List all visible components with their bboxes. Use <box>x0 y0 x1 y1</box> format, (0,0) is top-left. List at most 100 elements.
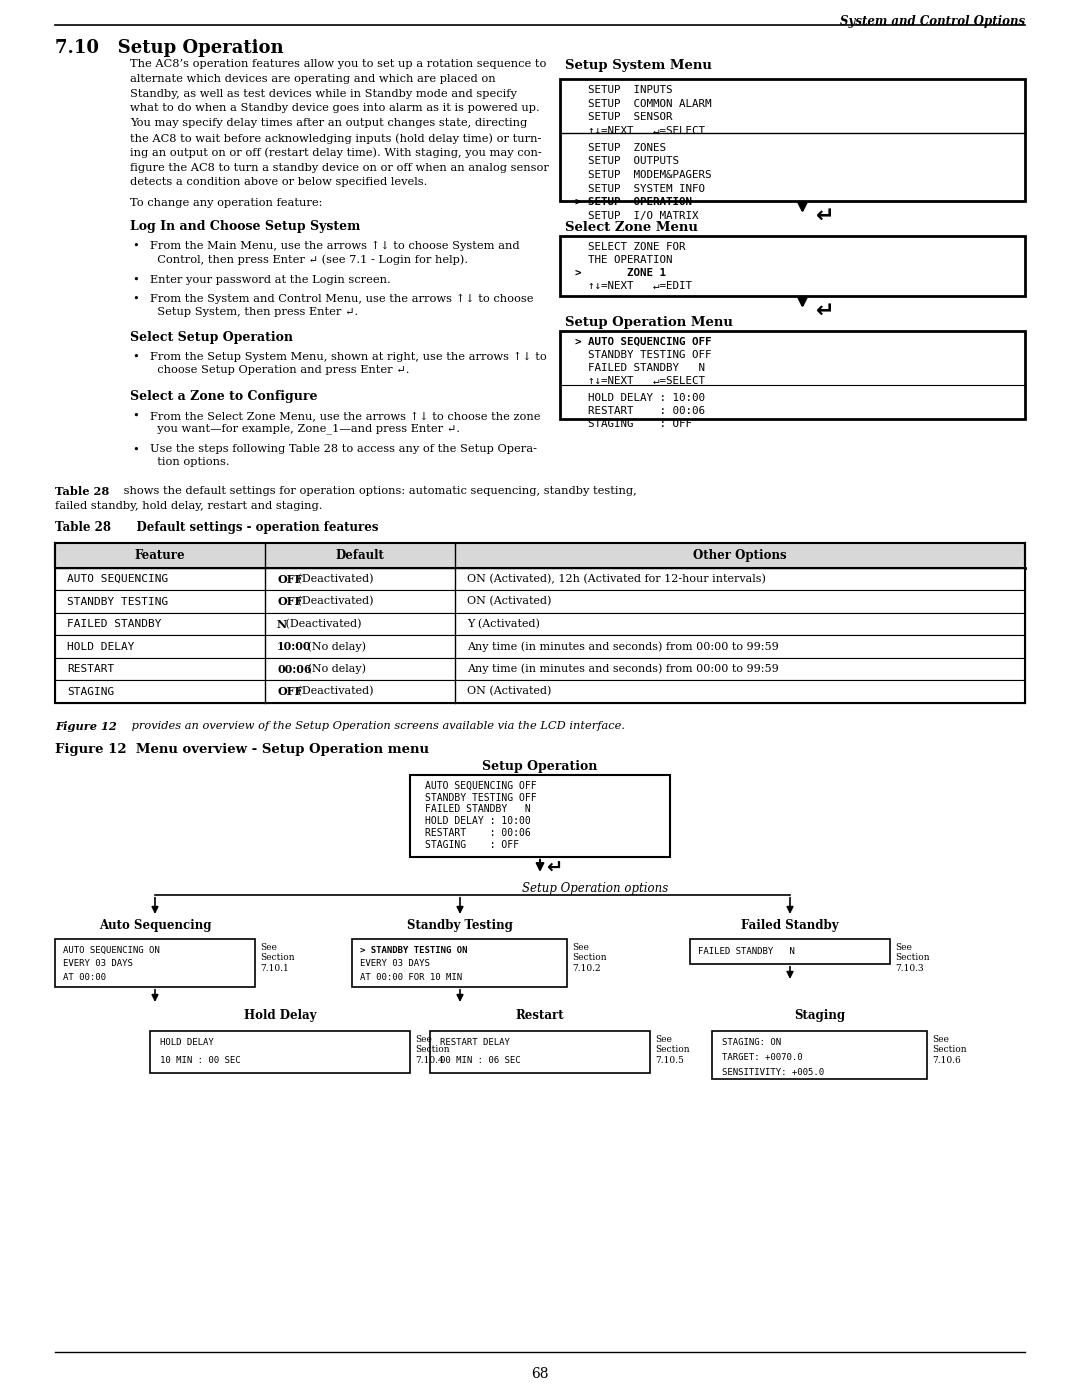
Text: Use the steps following Table 28 to access any of the Setup Opera-
  tion option: Use the steps following Table 28 to acce… <box>150 444 537 467</box>
Bar <box>55 543 1025 567</box>
Text: EVERY 03 DAYS: EVERY 03 DAYS <box>361 960 430 968</box>
Text: HOLD DELAY: HOLD DELAY <box>67 641 135 651</box>
Text: RESTART: RESTART <box>67 664 114 673</box>
Text: 00:06: 00:06 <box>276 664 312 675</box>
Text: 10:00: 10:00 <box>276 641 311 652</box>
Text: OFF: OFF <box>276 574 302 584</box>
Text: SETUP  SENSOR: SETUP SENSOR <box>575 112 673 122</box>
Text: (Deactivated): (Deactivated) <box>294 686 373 697</box>
Text: 7.10   Setup Operation: 7.10 Setup Operation <box>55 39 284 57</box>
Text: Default: Default <box>336 549 384 562</box>
Text: > AUTO SEQUENCING OFF: > AUTO SEQUENCING OFF <box>575 337 712 346</box>
Text: See
Section
7.10.1: See Section 7.10.1 <box>260 943 295 972</box>
Text: SENSITIVITY: +005.0: SENSITIVITY: +005.0 <box>723 1067 825 1077</box>
Text: failed standby, hold delay, restart and staging.: failed standby, hold delay, restart and … <box>55 500 323 511</box>
Text: ON (Activated): ON (Activated) <box>467 597 552 606</box>
Text: STAGING: ON: STAGING: ON <box>723 1038 782 1046</box>
Text: (No delay): (No delay) <box>305 641 366 652</box>
Text: Select Setup Operation: Select Setup Operation <box>130 331 293 344</box>
Text: > STANDBY TESTING ON: > STANDBY TESTING ON <box>361 946 468 954</box>
Text: Setup System Menu: Setup System Menu <box>565 59 712 73</box>
Text: STAGING    : OFF: STAGING : OFF <box>426 840 519 849</box>
Text: (No delay): (No delay) <box>305 664 366 675</box>
Text: Restart: Restart <box>515 1009 565 1021</box>
Bar <box>55 939 255 986</box>
Text: alternate which devices are operating and which are placed on: alternate which devices are operating an… <box>130 74 496 84</box>
Text: FAILED STANDBY: FAILED STANDBY <box>67 619 162 629</box>
Text: Standby Testing: Standby Testing <box>407 919 513 932</box>
Text: Hold Delay: Hold Delay <box>244 1009 316 1021</box>
Text: AUTO SEQUENCING OFF: AUTO SEQUENCING OFF <box>426 781 537 791</box>
Bar <box>150 1031 410 1073</box>
Text: ↑↓=NEXT   ↵=EDIT: ↑↓=NEXT ↵=EDIT <box>575 281 692 291</box>
Text: •: • <box>132 275 138 285</box>
Text: SETUP  ZONES: SETUP ZONES <box>575 142 666 154</box>
Text: Y (Activated): Y (Activated) <box>467 619 540 629</box>
Bar <box>55 591 1025 613</box>
Text: HOLD DELAY : 10:00: HOLD DELAY : 10:00 <box>575 393 705 402</box>
Text: THE OPERATION: THE OPERATION <box>575 256 673 265</box>
Text: RESTART    : 00:06: RESTART : 00:06 <box>426 828 530 838</box>
Text: •: • <box>132 352 138 362</box>
Text: See
Section
7.10.2: See Section 7.10.2 <box>572 943 607 972</box>
Text: N: N <box>276 619 287 630</box>
Text: (Deactivated): (Deactivated) <box>294 574 373 584</box>
Text: shows the default settings for operation options: automatic sequencing, standby : shows the default settings for operation… <box>120 486 637 496</box>
Text: AUTO SEQUENCING: AUTO SEQUENCING <box>67 574 168 584</box>
Text: EVERY 03 DAYS: EVERY 03 DAYS <box>63 960 133 968</box>
Text: You may specify delay times after an output changes state, directing: You may specify delay times after an out… <box>130 119 527 129</box>
Text: ↑↓=NEXT   ↵=SELECT: ↑↓=NEXT ↵=SELECT <box>575 126 705 136</box>
Text: Select Zone Menu: Select Zone Menu <box>565 221 698 235</box>
Text: FAILED STANDBY   N: FAILED STANDBY N <box>575 363 705 373</box>
Text: 00 MIN : 06 SEC: 00 MIN : 06 SEC <box>440 1056 521 1065</box>
Text: Setup Operation Menu: Setup Operation Menu <box>565 316 733 330</box>
Text: From the System and Control Menu, use the arrows ↑↓ to choose
  Setup System, th: From the System and Control Menu, use th… <box>150 293 534 317</box>
Text: Table 28: Table 28 <box>55 486 109 497</box>
Text: FAILED STANDBY   N: FAILED STANDBY N <box>698 947 795 956</box>
Text: ON (Activated), 12h (Activated for 12-hour intervals): ON (Activated), 12h (Activated for 12-ho… <box>467 574 766 584</box>
Text: Failed Standby: Failed Standby <box>741 919 839 932</box>
Bar <box>713 1031 928 1078</box>
Text: 10 MIN : 00 SEC: 10 MIN : 00 SEC <box>160 1056 241 1065</box>
Text: Setup Operation options: Setup Operation options <box>522 882 669 895</box>
Bar <box>561 236 1025 296</box>
Text: OFF: OFF <box>276 597 302 608</box>
Bar <box>55 567 1025 591</box>
Text: 68: 68 <box>531 1368 549 1382</box>
Text: •: • <box>132 444 138 454</box>
Text: Figure 12: Figure 12 <box>55 721 117 732</box>
Text: ↵: ↵ <box>815 205 834 226</box>
Text: The AC8’s operation features allow you to set up a rotation sequence to: The AC8’s operation features allow you t… <box>130 59 546 68</box>
Text: Setup Operation: Setup Operation <box>483 760 597 773</box>
Text: ↑↓=NEXT   ↵=SELECT: ↑↓=NEXT ↵=SELECT <box>575 376 705 386</box>
Text: detects a condition above or below specified levels.: detects a condition above or below speci… <box>130 177 428 187</box>
Text: RESTART    : 00:06: RESTART : 00:06 <box>575 407 705 416</box>
Text: STANDBY TESTING OFF: STANDBY TESTING OFF <box>575 351 712 360</box>
Text: STAGING    : OFF: STAGING : OFF <box>575 419 692 429</box>
Text: ing an output on or off (restart delay time). With staging, you may con-: ing an output on or off (restart delay t… <box>130 148 542 158</box>
Bar <box>352 939 567 986</box>
Text: Staging: Staging <box>795 1009 846 1021</box>
Text: RESTART DELAY: RESTART DELAY <box>440 1038 510 1046</box>
Text: ON (Activated): ON (Activated) <box>467 686 552 697</box>
Text: SETUP  I/O MATRIX: SETUP I/O MATRIX <box>575 211 699 221</box>
Text: From the Setup System Menu, shown at right, use the arrows ↑↓ to
  choose Setup : From the Setup System Menu, shown at rig… <box>150 352 546 376</box>
Text: >       ZONE 1: > ZONE 1 <box>575 268 666 278</box>
Text: AT 00:00 FOR 10 MIN: AT 00:00 FOR 10 MIN <box>361 972 462 982</box>
Text: ↵: ↵ <box>546 859 563 877</box>
Bar <box>55 680 1025 703</box>
Text: FAILED STANDBY   N: FAILED STANDBY N <box>426 805 530 814</box>
Text: SETUP  MODEM&PAGERS: SETUP MODEM&PAGERS <box>575 170 712 180</box>
Text: Enter your password at the Login screen.: Enter your password at the Login screen. <box>150 275 391 285</box>
Text: the AC8 to wait before acknowledging inputs (hold delay time) or turn-: the AC8 to wait before acknowledging inp… <box>130 133 541 144</box>
Text: SETUP  COMMON ALARM: SETUP COMMON ALARM <box>575 99 712 109</box>
Text: See
Section
7.10.3: See Section 7.10.3 <box>895 943 930 972</box>
Text: From the Select Zone Menu, use the arrows ↑↓ to choose the zone
  you want—for e: From the Select Zone Menu, use the arrow… <box>150 411 540 434</box>
Text: •: • <box>132 242 138 251</box>
Text: •: • <box>132 293 138 303</box>
Bar <box>55 658 1025 680</box>
Text: Default settings - operation features: Default settings - operation features <box>120 521 378 534</box>
Text: ↵: ↵ <box>815 300 834 321</box>
Bar <box>561 331 1025 419</box>
Text: Auto Sequencing: Auto Sequencing <box>98 919 212 932</box>
